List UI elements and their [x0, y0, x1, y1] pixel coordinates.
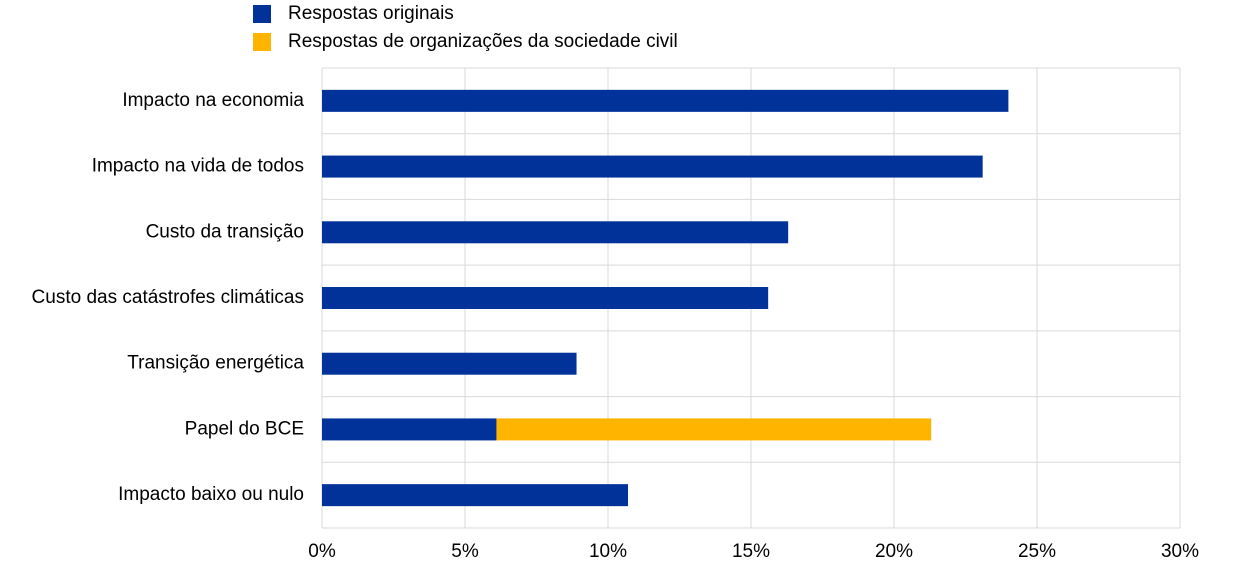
x-tick-label: 5%: [451, 541, 479, 562]
bar: [322, 418, 497, 441]
y-tick-label: Impacto baixo ou nulo: [118, 484, 304, 505]
y-tick-label: Impacto na economia: [122, 90, 304, 111]
x-tick-label: 25%: [1018, 541, 1056, 562]
legend-swatch: [253, 5, 271, 23]
legend-label: Respostas originais: [288, 3, 454, 24]
legend-swatch: [253, 33, 271, 51]
x-tick-label: 15%: [732, 541, 770, 562]
bar: [322, 352, 577, 375]
y-tick-label: Custo das catástrofes climáticas: [32, 287, 304, 308]
bar: [322, 287, 769, 309]
legend-label: Respostas de organizações da sociedade c…: [288, 31, 678, 52]
bar: [496, 418, 932, 441]
y-tick-label: Papel do BCE: [185, 418, 304, 439]
x-tick-label: 0%: [308, 541, 336, 562]
x-tick-label: 10%: [589, 541, 627, 562]
bar: [322, 221, 789, 244]
bar: [322, 484, 629, 507]
x-tick-label: 20%: [875, 541, 913, 562]
y-tick-label: Custo da transição: [146, 221, 304, 242]
y-tick-label: Impacto na vida de todos: [92, 156, 304, 177]
bar: [322, 89, 1009, 112]
y-tick-label: Transição energética: [127, 353, 304, 374]
x-tick-label: 30%: [1161, 541, 1199, 562]
bar: [322, 155, 983, 178]
